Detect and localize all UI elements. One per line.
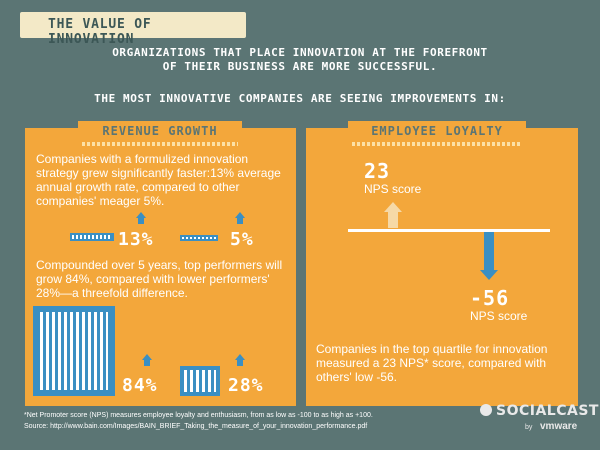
up-arrow-stem-icon-4: [237, 360, 243, 366]
nps-up-arrow-icon: [384, 202, 402, 212]
stat-84-percent: 84%: [122, 375, 158, 396]
nps-baseline: [348, 229, 550, 232]
nps-bottom-value: -56: [470, 286, 510, 310]
nps-bottom-label: NPS score: [470, 309, 528, 323]
up-arrow-icon: [136, 212, 146, 218]
loyalty-text: Companies in the top quartile for innova…: [316, 342, 548, 384]
revenue-panel-title: REVENUE GROWTH: [78, 121, 242, 141]
up-arrow-icon-3: [142, 354, 152, 360]
stat-13-percent: 13%: [118, 229, 154, 250]
footnote-source: Source: http://www.bain.com/Images/BAIN_…: [24, 423, 368, 430]
building-84-windows-icon: [40, 312, 108, 390]
loyalty-panel: [306, 128, 578, 406]
stat-5-percent: 5%: [230, 229, 254, 250]
headline-line-2: OF THEIR BUSINESS ARE MORE SUCCESSFUL.: [162, 60, 438, 73]
loyalty-title-underline: [352, 142, 522, 146]
revenue-title-underline: [82, 142, 238, 146]
nps-up-bar-icon: [388, 212, 398, 228]
headline-line-1: ORGANIZATIONS THAT PLACE INNOVATION AT T…: [112, 46, 488, 59]
revenue-text-1: Companies with a formulized innovation s…: [36, 152, 281, 208]
up-arrow-icon-4: [235, 354, 245, 360]
brand-by: by: [525, 424, 533, 431]
up-arrow-stem-icon-3: [144, 360, 150, 366]
up-arrow-stem-icon-2: [237, 218, 243, 224]
footnote-nps: *Net Promoter score (NPS) measures emplo…: [24, 412, 373, 419]
brand-name: SOCIALCAST: [496, 403, 599, 419]
nps-top-label: NPS score: [364, 182, 422, 196]
nps-down-arrow-icon: [480, 270, 498, 280]
vmware-logo: vmware: [540, 421, 578, 432]
socialcast-logo-icon: [480, 404, 492, 416]
stat-28-percent: 28%: [228, 375, 264, 396]
title-banner: THE VALUE OF INNOVATION: [20, 12, 246, 47]
revenue-text-2: Compounded over 5 years, top performers …: [36, 258, 283, 300]
up-arrow-stem-icon: [138, 218, 144, 224]
bar-13-windows-icon: [72, 235, 112, 239]
page-title: THE VALUE OF INNOVATION: [48, 17, 152, 47]
nps-down-bar-icon: [484, 232, 494, 270]
bar-5-windows-icon: [182, 237, 216, 239]
loyalty-panel-title: EMPLOYEE LOYALTY: [348, 121, 526, 141]
nps-top-value: 23: [364, 159, 391, 183]
headline-improvements: THE MOST INNOVATIVE COMPANIES ARE SEEING…: [94, 92, 506, 105]
building-28-windows-icon: [184, 370, 216, 392]
up-arrow-icon-2: [235, 212, 245, 218]
